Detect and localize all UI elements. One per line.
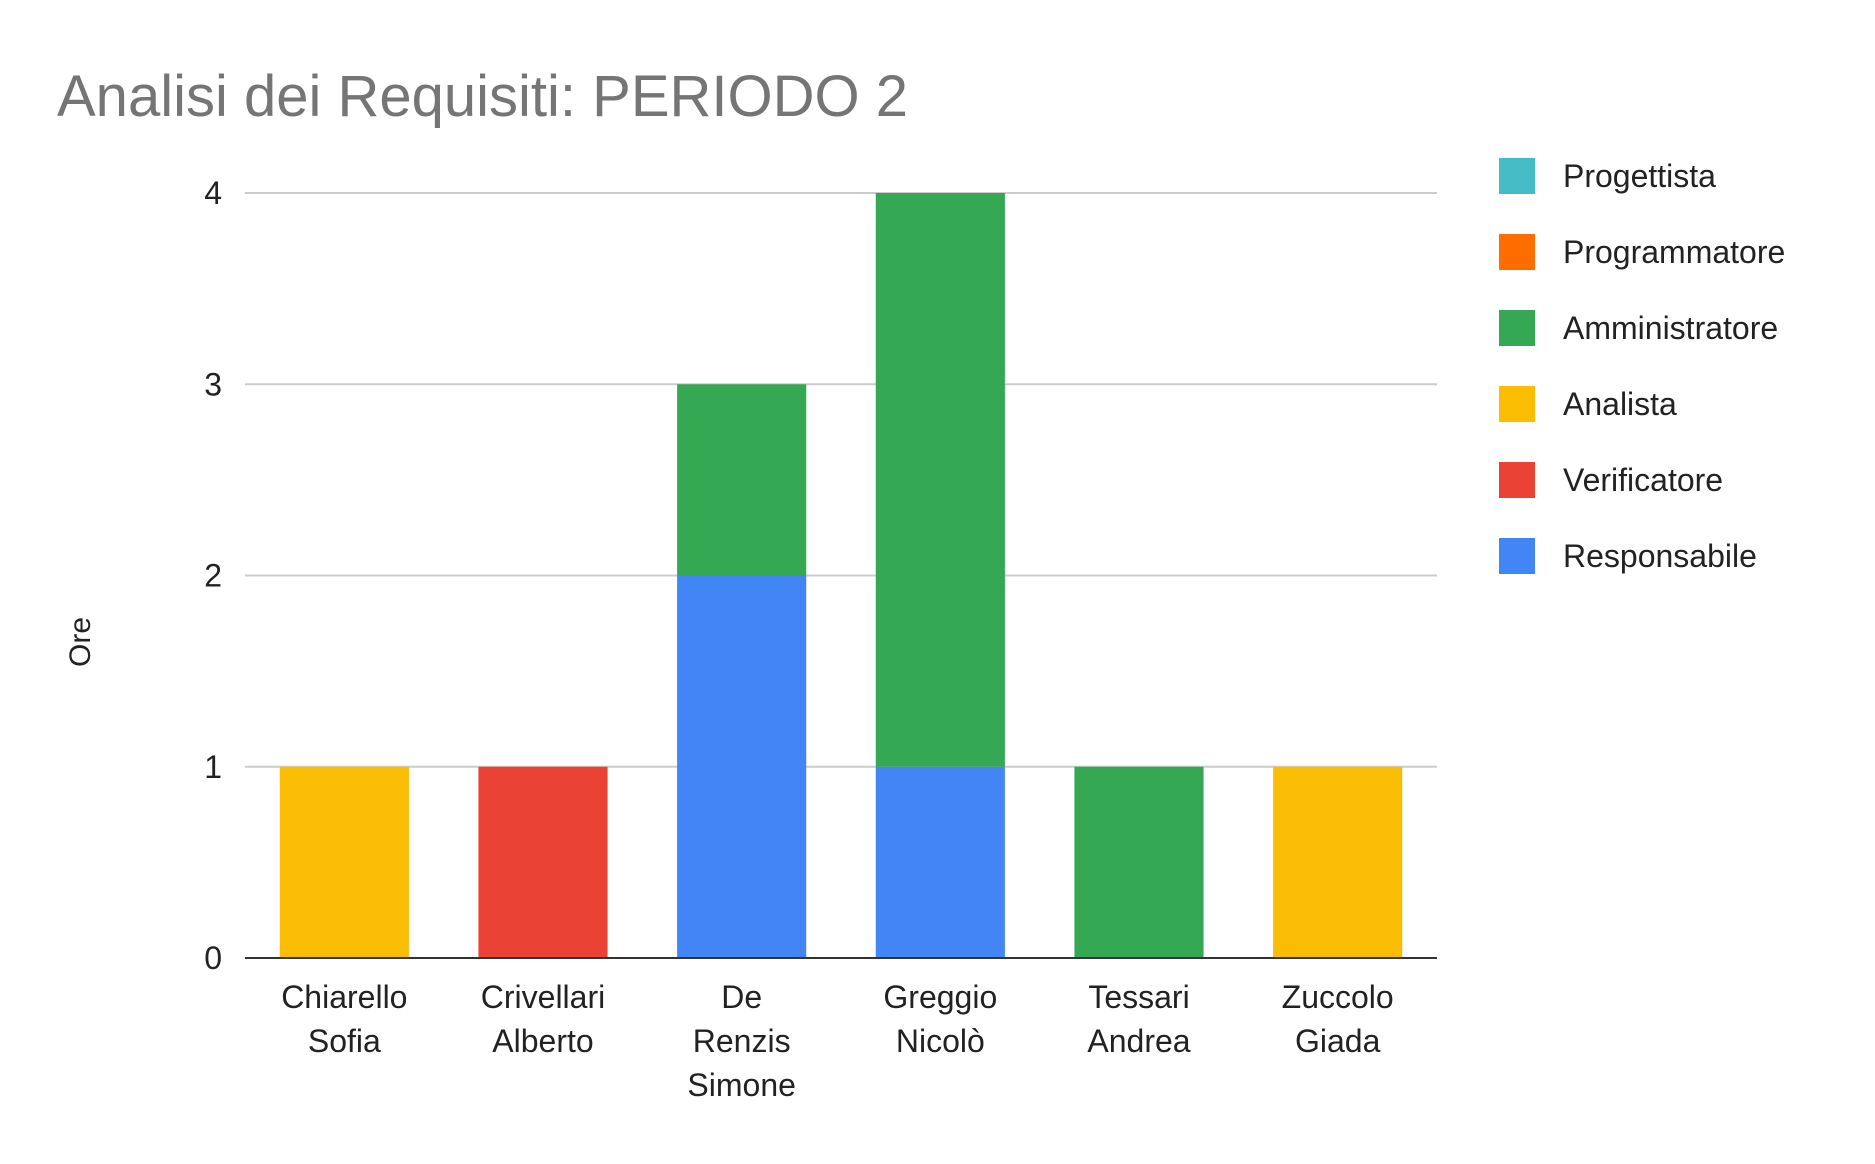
bar-segment — [875, 193, 1005, 767]
bar-segment — [1273, 766, 1403, 958]
legend-swatch — [1499, 538, 1535, 574]
x-tick-label: Greggio — [883, 979, 997, 1015]
x-tick-label: Giada — [1295, 1023, 1381, 1059]
x-tick-label: De — [721, 979, 762, 1015]
bar-segment — [677, 575, 807, 958]
legend-swatch — [1499, 386, 1535, 422]
bar-segment — [478, 766, 608, 958]
legend-label: Progettista — [1563, 158, 1716, 194]
y-tick-label: 2 — [204, 558, 222, 594]
x-tick-label: Sofia — [308, 1023, 381, 1059]
bars — [279, 193, 1403, 958]
x-tick-label: Andrea — [1087, 1023, 1190, 1059]
legend-label: Analista — [1563, 386, 1677, 422]
y-tick-labels: 0 1 2 3 4 — [204, 175, 222, 976]
legend: Progettista Programmatore Amministratore An… — [1499, 158, 1785, 574]
bar-segment — [677, 384, 807, 576]
x-tick-label: Simone — [687, 1067, 796, 1103]
legend-label: Programmatore — [1563, 234, 1785, 270]
y-tick-label: 1 — [204, 749, 222, 785]
legend-swatch — [1499, 158, 1535, 194]
x-tick-labels: Chiarello Sofia Crivellari Alberto De Renzis S… — [281, 979, 1393, 1103]
x-tick-label: Nicolò — [896, 1023, 985, 1059]
x-tick-label: Renzis — [693, 1023, 791, 1059]
bar-segment — [875, 766, 1005, 958]
x-tick-label: Alberto — [492, 1023, 593, 1059]
legend-label: Responsabile — [1563, 538, 1757, 574]
legend-swatch — [1499, 310, 1535, 346]
legend-label: Amministratore — [1563, 310, 1778, 346]
y-tick-label: 4 — [204, 175, 222, 211]
gridlines — [245, 192, 1437, 768]
bar-segment — [279, 766, 409, 958]
legend-label: Verificatore — [1563, 462, 1723, 498]
legend-swatch — [1499, 462, 1535, 498]
y-tick-label: 0 — [204, 940, 222, 976]
x-tick-label: Crivellari — [481, 979, 605, 1015]
x-tick-label: Tessari — [1088, 979, 1189, 1015]
y-tick-label: 3 — [204, 366, 222, 402]
legend-swatch — [1499, 234, 1535, 270]
chart-title: Analisi dei Requisiti: PERIODO 2 — [57, 64, 908, 129]
x-tick-label: Zuccolo — [1282, 979, 1394, 1015]
x-tick-label: Chiarello — [281, 979, 407, 1015]
y-axis-label: Ore — [64, 617, 97, 667]
bar-segment — [1074, 766, 1204, 958]
